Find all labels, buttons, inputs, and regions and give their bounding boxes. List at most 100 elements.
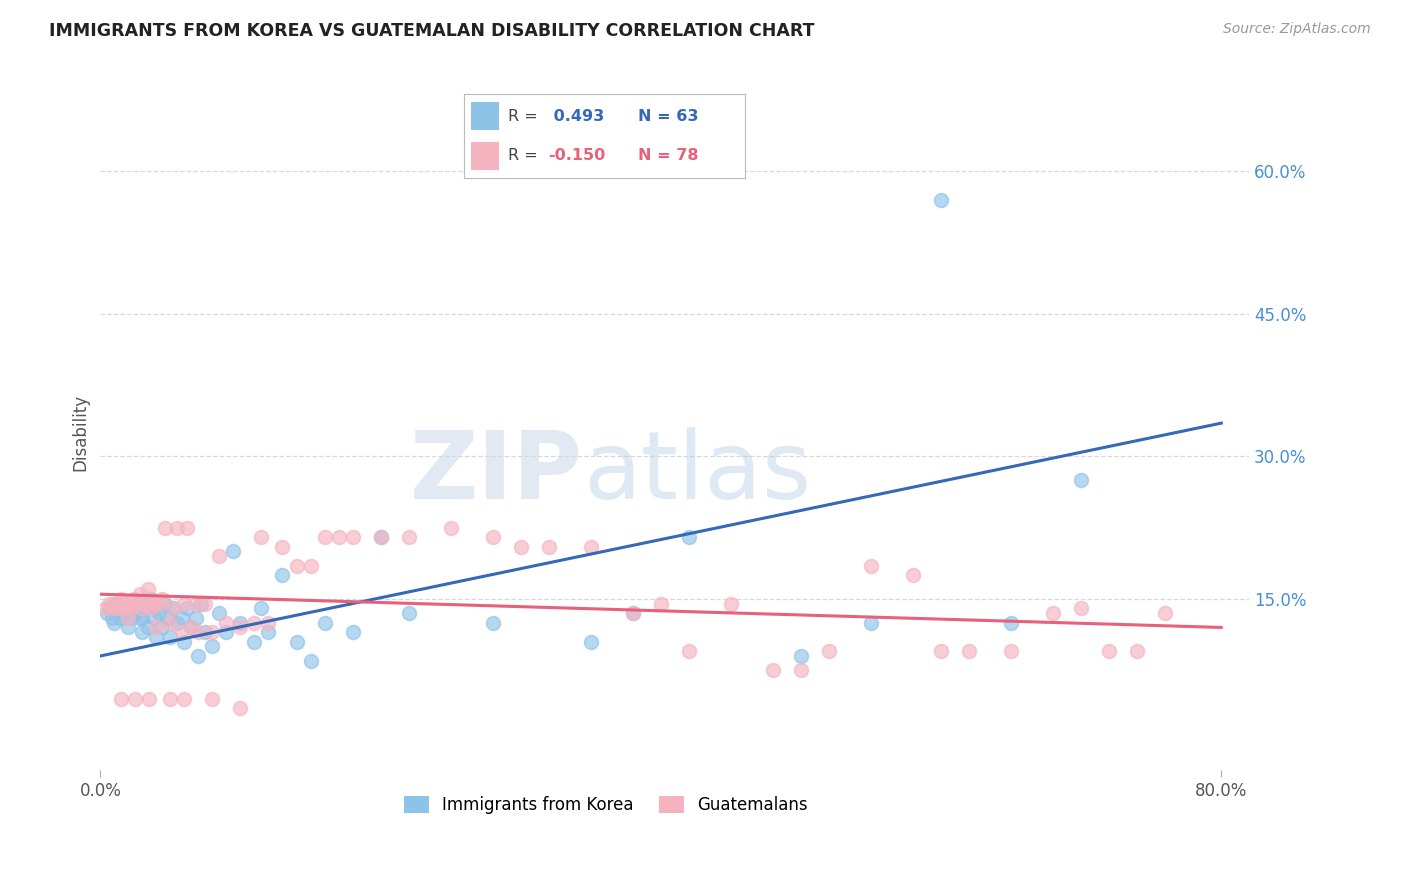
- Point: [134, 597, 156, 611]
- Point: [111, 601, 134, 615]
- Point: [145, 630, 167, 644]
- Point: [139, 591, 162, 606]
- Point: [243, 634, 266, 648]
- Point: [134, 601, 156, 615]
- Point: [142, 611, 165, 625]
- Point: [124, 606, 146, 620]
- Point: [97, 597, 120, 611]
- Text: N = 63: N = 63: [638, 109, 699, 124]
- Text: IMMIGRANTS FROM KOREA VS GUATEMALAN DISABILITY CORRELATION CHART: IMMIGRANTS FROM KOREA VS GUATEMALAN DISA…: [49, 22, 814, 40]
- Text: ZIP: ZIP: [411, 427, 583, 519]
- Text: atlas: atlas: [583, 427, 811, 519]
- Point: [184, 597, 207, 611]
- Point: [621, 606, 644, 620]
- Point: [166, 521, 188, 535]
- Point: [818, 644, 841, 658]
- Point: [96, 606, 118, 620]
- Point: [142, 597, 165, 611]
- Point: [159, 630, 181, 644]
- Point: [122, 601, 145, 615]
- Point: [762, 663, 785, 677]
- Point: [128, 611, 150, 625]
- Point: [208, 606, 231, 620]
- Point: [678, 530, 700, 544]
- Point: [790, 663, 813, 677]
- Point: [1000, 615, 1022, 630]
- Text: Source: ZipAtlas.com: Source: ZipAtlas.com: [1223, 22, 1371, 37]
- Point: [117, 597, 139, 611]
- Point: [929, 193, 952, 207]
- Point: [105, 601, 128, 615]
- Point: [579, 540, 602, 554]
- Point: [398, 530, 420, 544]
- Point: [124, 597, 146, 611]
- Point: [156, 611, 179, 625]
- Point: [720, 597, 742, 611]
- Point: [120, 601, 142, 615]
- Point: [271, 568, 294, 582]
- Point: [1098, 644, 1121, 658]
- Point: [229, 615, 252, 630]
- Point: [145, 601, 167, 615]
- Point: [108, 611, 131, 625]
- Point: [148, 606, 170, 620]
- Point: [159, 615, 181, 630]
- Point: [314, 615, 336, 630]
- Point: [650, 597, 672, 611]
- Point: [299, 558, 322, 573]
- Point: [128, 587, 150, 601]
- Point: [250, 530, 273, 544]
- Point: [138, 691, 160, 706]
- Point: [153, 521, 176, 535]
- Point: [94, 601, 117, 615]
- Text: R =: R =: [508, 109, 537, 124]
- Point: [1154, 606, 1177, 620]
- Point: [108, 597, 131, 611]
- Point: [110, 591, 132, 606]
- Point: [314, 530, 336, 544]
- Point: [100, 601, 122, 615]
- Point: [170, 625, 193, 640]
- Point: [215, 615, 238, 630]
- Point: [621, 606, 644, 620]
- Point: [110, 691, 132, 706]
- Point: [579, 634, 602, 648]
- Point: [208, 549, 231, 564]
- Point: [114, 601, 136, 615]
- Point: [145, 620, 167, 634]
- Point: [173, 597, 195, 611]
- Point: [222, 544, 245, 558]
- Point: [201, 625, 224, 640]
- Point: [100, 611, 122, 625]
- Point: [125, 597, 148, 611]
- Point: [929, 644, 952, 658]
- Point: [790, 648, 813, 663]
- Point: [215, 625, 238, 640]
- Point: [117, 611, 139, 625]
- Bar: [471, 103, 499, 130]
- Point: [271, 540, 294, 554]
- Point: [257, 615, 280, 630]
- Point: [98, 601, 121, 615]
- Point: [173, 691, 195, 706]
- Bar: [471, 142, 499, 169]
- Point: [285, 634, 308, 648]
- Point: [1000, 644, 1022, 658]
- Point: [180, 620, 202, 634]
- Point: [176, 601, 198, 615]
- Point: [370, 530, 392, 544]
- Point: [139, 601, 162, 615]
- Point: [153, 597, 176, 611]
- Point: [398, 606, 420, 620]
- Point: [1042, 606, 1064, 620]
- Point: [117, 620, 139, 634]
- Point: [187, 625, 209, 640]
- Point: [342, 625, 364, 640]
- Point: [103, 597, 125, 611]
- Point: [440, 521, 463, 535]
- Point: [201, 640, 224, 654]
- Point: [1070, 601, 1092, 615]
- Point: [124, 691, 146, 706]
- Point: [243, 615, 266, 630]
- Point: [110, 597, 132, 611]
